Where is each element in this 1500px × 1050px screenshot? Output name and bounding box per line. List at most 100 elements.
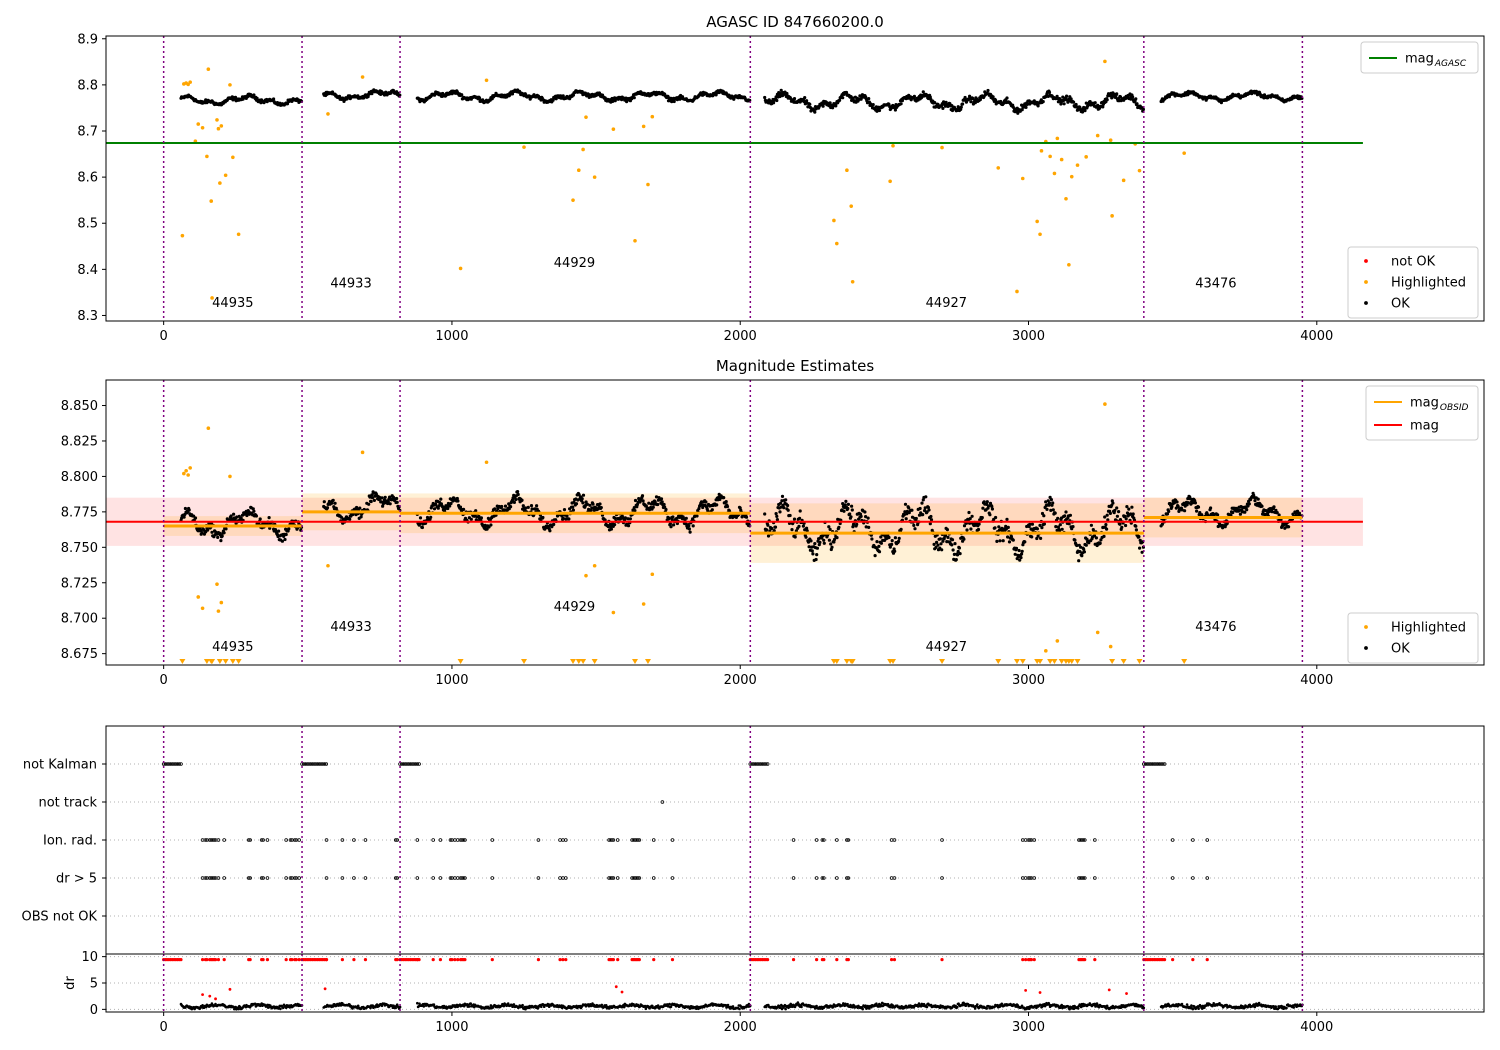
- ok-point: [613, 516, 617, 521]
- x-tick-label: 2000: [724, 673, 757, 688]
- ok-point: [980, 516, 984, 520]
- legend-dot-swatch: [1364, 280, 1368, 284]
- ok-point: [710, 508, 714, 512]
- ok-point: [516, 492, 520, 497]
- ok-point: [744, 515, 749, 519]
- ok-point: [206, 528, 210, 532]
- ok-point: [1074, 102, 1078, 107]
- ok-point: [530, 507, 534, 511]
- ok-point: [383, 495, 387, 499]
- ok-point: [867, 97, 871, 101]
- ok-point: [672, 523, 676, 527]
- ok-point: [1247, 502, 1251, 506]
- ok-point: [479, 516, 483, 520]
- ok-point: [348, 517, 352, 521]
- ok-point: [1051, 501, 1055, 505]
- dr-ok-point: [955, 1005, 959, 1009]
- ok-point: [875, 540, 879, 544]
- obsid-label: 44929: [554, 600, 595, 615]
- ok-point: [834, 104, 838, 108]
- ok-point: [870, 537, 874, 541]
- ok-point: [903, 502, 908, 506]
- ok-point: [849, 515, 853, 519]
- ok-point: [998, 539, 1002, 543]
- highlighted-point: [1038, 232, 1042, 237]
- ok-point: [572, 500, 576, 504]
- ok-point: [516, 490, 520, 494]
- ok-point: [613, 523, 617, 527]
- ok-point: [1256, 497, 1260, 501]
- highlighted-point: [1108, 644, 1113, 649]
- ok-point: [229, 514, 233, 518]
- ok-point: [822, 538, 826, 542]
- ok-point: [210, 530, 214, 534]
- ok-point: [439, 497, 443, 501]
- highlighted-point: [1103, 59, 1107, 64]
- ok-point: [1039, 536, 1043, 541]
- legend-dot-swatch: [1364, 646, 1368, 650]
- ok-point: [580, 497, 584, 501]
- ok-point: [456, 499, 460, 503]
- clipped-highlighted-marker: [995, 659, 1002, 664]
- ok-point: [722, 496, 726, 500]
- highlighted-point: [835, 241, 839, 246]
- ok-point: [1124, 523, 1128, 528]
- highlighted-point: [210, 296, 214, 300]
- ok-point: [792, 517, 797, 521]
- ok-point: [520, 498, 524, 502]
- ok-point: [775, 98, 779, 103]
- highlighted-point: [484, 78, 489, 83]
- ok-point: [970, 514, 974, 518]
- panel-agasc: AGASC ID 847660200.044935449334492944927…: [77, 13, 1485, 344]
- ok-point: [224, 527, 228, 531]
- ok-point: [287, 527, 291, 531]
- highlighted-point: [592, 563, 597, 568]
- flag-row-label: dr > 5: [56, 872, 97, 887]
- obsid-label: 44927: [926, 640, 967, 655]
- y-tick-label: 8.4: [77, 263, 98, 278]
- ok-point: [897, 536, 901, 541]
- ok-point: [200, 531, 204, 535]
- ok-point: [929, 514, 933, 519]
- ok-point: [688, 530, 692, 534]
- ok-point: [801, 524, 806, 528]
- dr-ok-point: [976, 1003, 979, 1006]
- ok-point: [1025, 102, 1029, 106]
- legend-dot-swatch: [1364, 625, 1368, 629]
- obsid-label: 44933: [330, 276, 371, 291]
- ok-point: [715, 503, 719, 507]
- legend-label: Highlighted: [1391, 621, 1466, 636]
- ok-point: [379, 500, 383, 504]
- ok-point: [1047, 90, 1052, 94]
- ok-point: [561, 516, 565, 521]
- highlighted-point: [209, 199, 214, 203]
- ok-point: [1118, 522, 1122, 526]
- ok-point: [429, 515, 433, 519]
- ok-point: [1111, 501, 1115, 505]
- x-tick-label: 1000: [435, 329, 468, 344]
- ok-point: [815, 546, 820, 550]
- ok-point: [1045, 507, 1049, 511]
- ok-point: [893, 536, 898, 540]
- ok-point: [187, 508, 191, 512]
- ok-point: [977, 522, 981, 526]
- ok-point: [1130, 505, 1134, 509]
- y-tick-label: 8.9: [77, 32, 98, 47]
- legend-label: mag: [1410, 419, 1439, 434]
- dr-ok-point: [279, 1007, 282, 1011]
- ok-point: [932, 542, 936, 547]
- highlighted-point: [1044, 649, 1048, 653]
- highlighted-point: [1095, 133, 1100, 138]
- clipped-highlighted-marker: [457, 659, 464, 664]
- legend-label: not OK: [1391, 255, 1436, 270]
- ok-point: [193, 516, 198, 520]
- highlighted-point: [584, 573, 588, 578]
- ok-point: [687, 527, 692, 531]
- ok-point: [1253, 499, 1257, 503]
- ok-point: [669, 525, 673, 529]
- highlighted-point: [196, 595, 201, 599]
- highlighted-point: [182, 471, 186, 476]
- y-tick-label: 8.700: [61, 612, 98, 627]
- ok-point: [993, 526, 997, 530]
- highlighted-point: [1110, 214, 1114, 218]
